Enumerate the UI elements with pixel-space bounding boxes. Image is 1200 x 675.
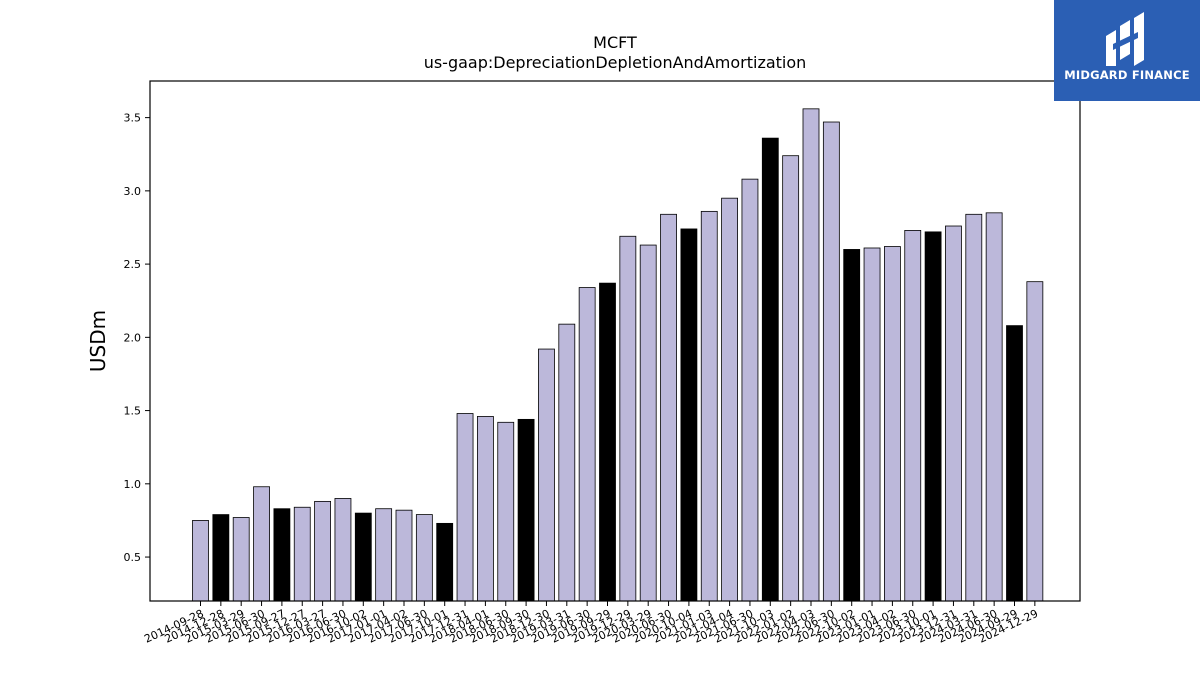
- y-tick-label: 0.5: [124, 551, 142, 564]
- bar: [314, 500, 332, 602]
- bar: [843, 249, 861, 602]
- bar: [395, 509, 413, 602]
- midgard-logo-icon: [1106, 12, 1144, 66]
- y-axis-ticks: 0.5 1.0 1.5 2.0 2.5 3.0 3.5: [124, 112, 150, 564]
- bar: [415, 514, 433, 602]
- bar: [578, 287, 596, 602]
- bar: [924, 231, 942, 602]
- bar: [497, 421, 515, 602]
- y-axis-label: USDm: [86, 310, 110, 372]
- bar: [293, 506, 311, 602]
- bar: [700, 210, 718, 602]
- bar: [192, 520, 209, 602]
- bar: [375, 508, 393, 602]
- bar: [863, 247, 881, 602]
- x-axis-ticks: 2014-09-282014-12-282015-03-292015-06-30…: [142, 601, 1040, 646]
- bar: [802, 108, 820, 602]
- bar: [782, 155, 800, 602]
- bar: [517, 418, 535, 602]
- bar: [558, 323, 576, 602]
- bar: [354, 512, 372, 602]
- bar: [680, 228, 698, 602]
- bar: [1006, 325, 1023, 602]
- y-tick-label: 2.0: [124, 331, 142, 344]
- bar: [253, 486, 270, 602]
- bar: [945, 225, 962, 602]
- plot-frame: [149, 80, 1081, 602]
- bar: [212, 514, 230, 602]
- bar: [761, 137, 779, 602]
- y-tick-label: 3.5: [124, 112, 142, 125]
- bar: [639, 244, 657, 602]
- midgard-finance-logo: MIDGARD FINANCE: [1054, 0, 1200, 101]
- bars-group: [192, 108, 1044, 602]
- y-tick-label: 1.5: [124, 405, 142, 418]
- bar: [741, 178, 759, 602]
- logo-text: MIDGARD FINANCE: [1064, 68, 1190, 82]
- chart-title: MCFT: [593, 33, 637, 52]
- bar: [660, 213, 677, 602]
- bar: [456, 413, 474, 602]
- bar: [965, 213, 983, 602]
- bar: [619, 235, 637, 602]
- bar: [884, 246, 901, 602]
- bar: [822, 121, 840, 602]
- bar: [1026, 281, 1044, 602]
- bar: [436, 522, 454, 602]
- bar: [273, 508, 291, 602]
- bar: [721, 197, 738, 602]
- bar: [232, 517, 250, 602]
- y-tick-label: 3.0: [124, 185, 142, 198]
- bar: [538, 348, 555, 602]
- chart-subtitle: us-gaap:DepreciationDepletionAndAmortiza…: [424, 53, 807, 72]
- bar: [334, 498, 352, 602]
- y-tick-label: 2.5: [124, 258, 142, 271]
- y-tick-label: 1.0: [124, 478, 142, 491]
- bar: [985, 212, 1003, 602]
- bar: [599, 282, 616, 602]
- bar: [476, 416, 494, 602]
- bar: [904, 230, 922, 602]
